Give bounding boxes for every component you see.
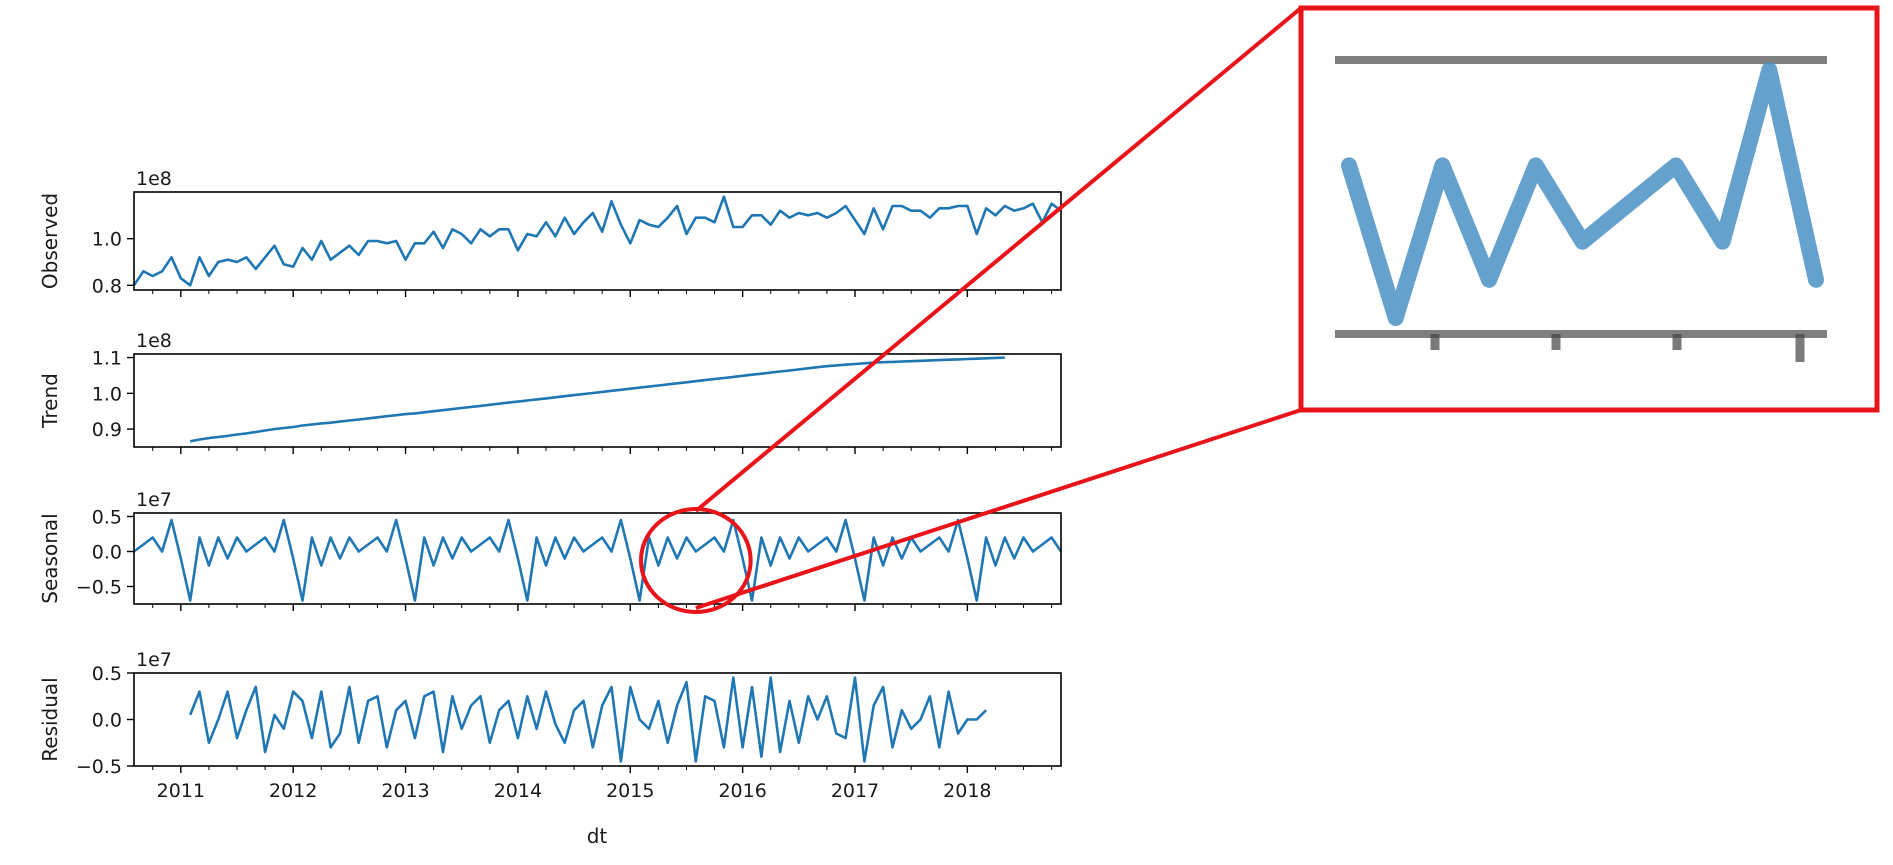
x-tick-label: 2011 <box>157 780 205 802</box>
x-tick-label: 2012 <box>269 780 317 802</box>
x-tick-label: 2016 <box>718 780 766 802</box>
residual-offset-label: 1e7 <box>136 649 172 671</box>
zoom-box-background <box>1301 8 1877 410</box>
seasonal-axes-frame <box>133 512 1062 605</box>
residual-y-axis-label: Residual <box>38 677 62 761</box>
observed-axes-frame <box>133 191 1062 291</box>
x-tick-label: 2013 <box>381 780 429 802</box>
x-tick-label: 2017 <box>831 780 879 802</box>
seasonal-y-tick-label: −0.5 <box>76 577 122 599</box>
seasonal-series-line <box>133 518 1063 602</box>
trend-y-axis-label: Trend <box>38 373 62 429</box>
residual-y-tick-label: −0.5 <box>76 756 122 778</box>
x-tick-label: 2015 <box>606 780 654 802</box>
seasonal-y-tick-label: 0.0 <box>92 542 122 564</box>
observed-y-tick-label: 0.8 <box>92 275 122 297</box>
x-tick-label: 2014 <box>494 780 542 802</box>
trend-y-tick-label: 1.1 <box>92 348 122 370</box>
x-axis-label: dt <box>587 824 608 848</box>
trend-y-tick-label: 1.0 <box>92 383 122 405</box>
trend-y-tick-label: 0.9 <box>92 419 122 441</box>
observed-offset-label: 1e8 <box>136 168 172 190</box>
callout-connector-top <box>694 6 1303 513</box>
plot-area: 0.8 1.0 1e8 Observed 0.9 1.0 1.1 1e8 Trend −0.5 0.… <box>38 168 1063 802</box>
observed-series-line <box>132 195 1062 287</box>
seasonal-y-axis-label: Seasonal <box>38 513 62 603</box>
trend-axes-frame <box>133 353 1062 448</box>
seasonal-offset-label: 1e7 <box>136 489 172 511</box>
residual-y-tick-label: 0.0 <box>92 710 122 732</box>
seasonal-y-tick-label: 0.5 <box>92 507 122 529</box>
x-tick-label: 2018 <box>943 780 991 802</box>
callout-connector-bottom <box>695 408 1302 610</box>
trend-series-line <box>189 356 1005 443</box>
residual-y-tick-label: 0.5 <box>92 663 122 685</box>
observed-y-tick-label: 1.0 <box>92 229 122 251</box>
observed-y-axis-label: Observed <box>38 193 62 289</box>
residual-series-line <box>188 676 988 763</box>
zoom-seasonal-line <box>1341 62 1824 326</box>
zoom-callout <box>639 5 1880 614</box>
zoom-box-frame <box>1298 5 1880 413</box>
trend-offset-label: 1e8 <box>136 330 172 352</box>
